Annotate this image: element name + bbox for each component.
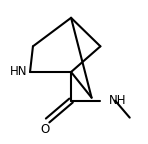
Text: HN: HN — [10, 66, 27, 78]
Text: NH: NH — [109, 94, 127, 107]
Text: O: O — [40, 123, 49, 136]
